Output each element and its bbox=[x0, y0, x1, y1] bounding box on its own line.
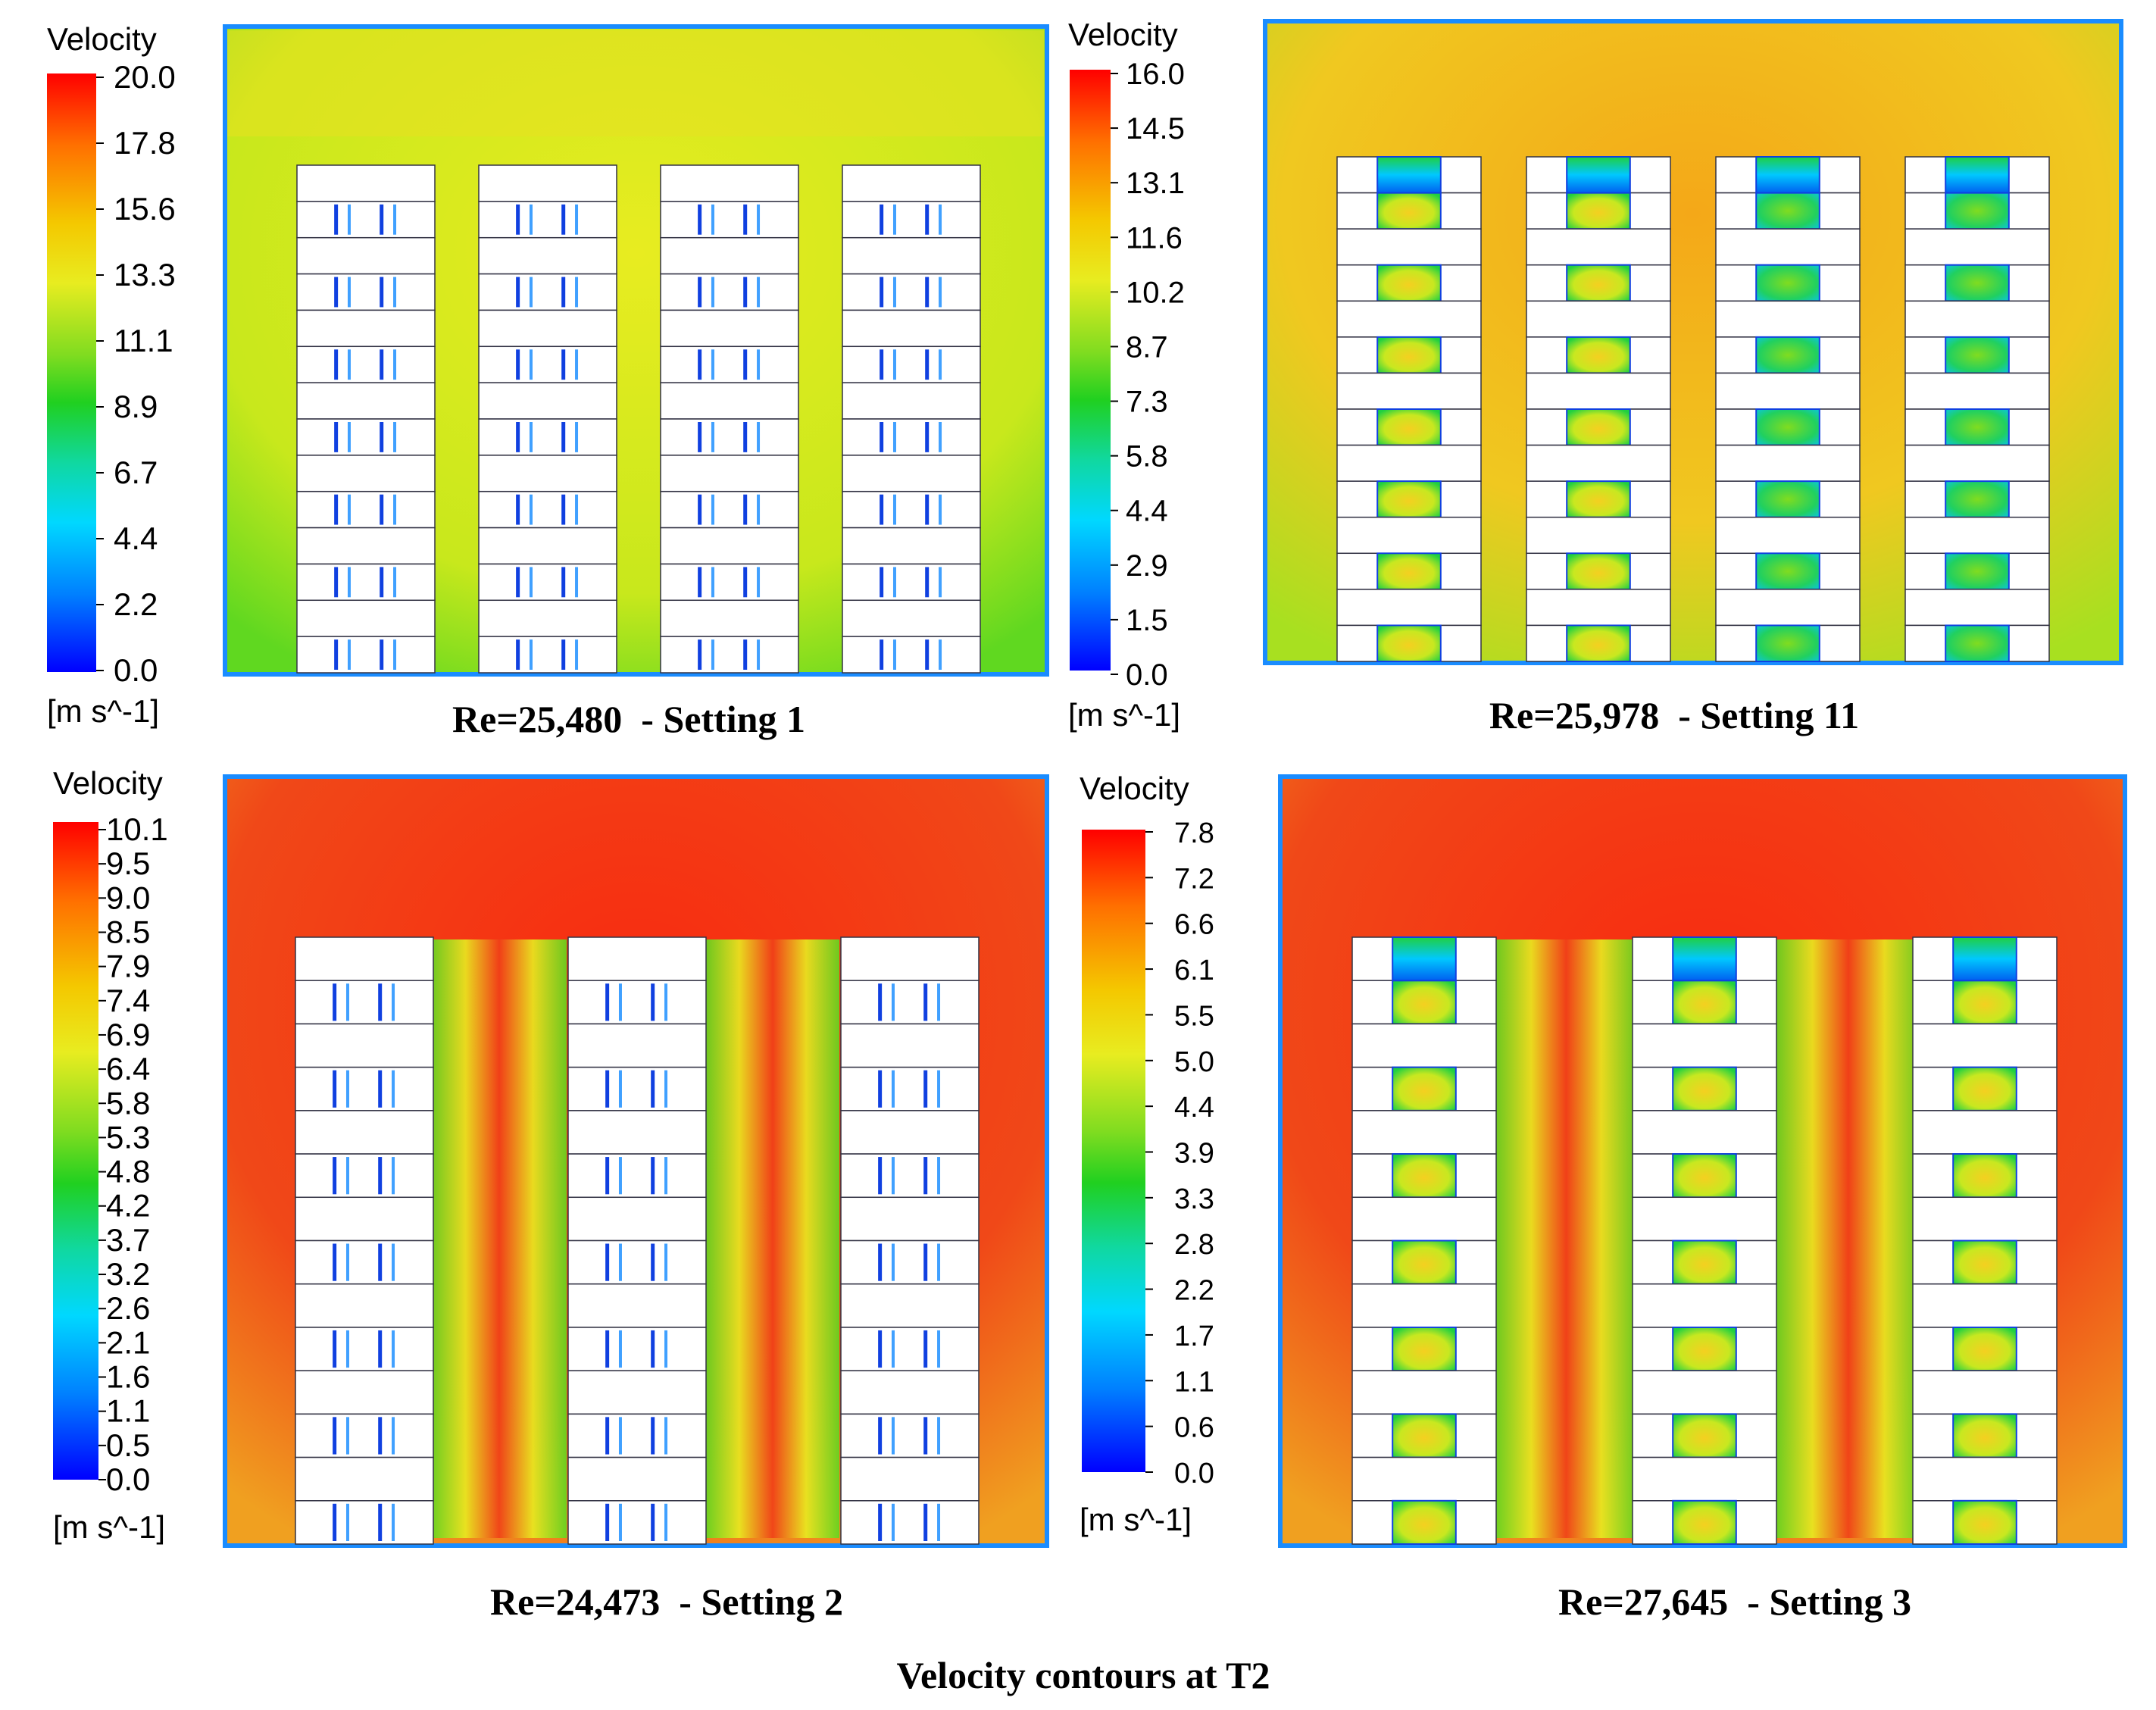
legend-title: Velocity bbox=[1080, 771, 1189, 806]
legend-tick-label: 2.6 bbox=[106, 1290, 150, 1326]
legend-tick-label: 20.0 bbox=[114, 59, 176, 95]
legend-tick-label: 11.1 bbox=[114, 323, 173, 358]
legend-unit: [m s^-1] bbox=[47, 693, 159, 729]
legend-tick-label: 14.5 bbox=[1126, 112, 1185, 145]
legend-unit: [m s^-1] bbox=[53, 1509, 165, 1545]
caption-setting-11: Re=25,978 - Setting 11 bbox=[1489, 694, 1860, 736]
legend-tick-label: 4.4 bbox=[1174, 1092, 1214, 1124]
legend-ticks: 20.0 17.8 15.6 13.3 11.1 8.9 6.7 4.4 2.2 0.0 bbox=[96, 59, 176, 688]
caption-setting-1: Re=25,480 - Setting 1 bbox=[452, 698, 805, 740]
colorbar bbox=[53, 822, 98, 1480]
legend-tick-label: 13.3 bbox=[114, 257, 176, 292]
legend-tick-label: 6.9 bbox=[106, 1017, 150, 1052]
legend-tick-label: 4.8 bbox=[106, 1154, 150, 1189]
legend-tick-label: 9.0 bbox=[106, 880, 150, 915]
legend-tick-label: 16.0 bbox=[1126, 58, 1185, 91]
figure-title: Velocity contours at T2 bbox=[896, 1654, 1270, 1696]
legend-setting-1: Velocity 20.0 17.8 15.6 13.3 11.1 8.9 6.7 4.4 2.… bbox=[47, 21, 176, 729]
legend-tick-label: 7.8 bbox=[1174, 817, 1214, 849]
legend-tick-label: 7.4 bbox=[106, 983, 150, 1018]
legend-tick-label: 15.6 bbox=[114, 191, 176, 227]
legend-tick-label: 2.2 bbox=[114, 586, 158, 622]
legend-tick-label: 1.5 bbox=[1126, 604, 1168, 637]
contour-field-setting-11 bbox=[1263, 19, 2123, 665]
legend-tick-label: 10.2 bbox=[1126, 276, 1185, 309]
legend-tick-label: 6.6 bbox=[1174, 909, 1214, 941]
legend-tick-label: 6.1 bbox=[1174, 955, 1214, 986]
legend-tick-label: 0.0 bbox=[1126, 658, 1168, 692]
panel-setting-3: Velocity 7.8 7.2 6.6 6.1 5.5 5.0 4.4 3.9 3.3 2.8 2… bbox=[1080, 771, 2127, 1548]
legend-tick-label: 5.8 bbox=[1126, 440, 1168, 474]
contour-field-setting-3 bbox=[1278, 774, 2127, 1548]
legend-tick-label: 5.3 bbox=[106, 1119, 150, 1155]
legend-tick-label: 13.1 bbox=[1126, 167, 1185, 200]
legend-tick-label: 1.7 bbox=[1174, 1321, 1214, 1352]
legend-tick-label: 2.2 bbox=[1174, 1275, 1214, 1307]
legend-tick-label: 0.5 bbox=[106, 1427, 150, 1463]
legend-tick-label: 8.9 bbox=[114, 389, 158, 424]
legend-tick-label: 0.0 bbox=[1174, 1458, 1214, 1490]
legend-tick-label: 5.0 bbox=[1174, 1046, 1214, 1078]
legend-tick-label: 7.2 bbox=[1174, 863, 1214, 895]
legend-tick-label: 1.1 bbox=[106, 1393, 150, 1429]
contour-field-setting-2 bbox=[223, 774, 1049, 1548]
panel-setting-2: Velocity 10.19.59.08.57.97.46.96.45.85.3… bbox=[53, 765, 1049, 1548]
legend-tick-label: 0.0 bbox=[106, 1461, 150, 1497]
legend-tick-label: 2.1 bbox=[106, 1324, 150, 1360]
legend-tick-label: 4.2 bbox=[106, 1188, 150, 1224]
legend-unit: [m s^-1] bbox=[1068, 697, 1180, 733]
legend-tick-label: 6.4 bbox=[106, 1051, 150, 1086]
panel-setting-1: Velocity 20.0 17.8 15.6 13.3 11.1 8.9 6.7 4.4 2.… bbox=[47, 21, 1049, 729]
legend-tick-label: 8.5 bbox=[106, 914, 150, 949]
legend-tick-label: 6.7 bbox=[114, 455, 158, 490]
legend-tick-label: 3.3 bbox=[1174, 1183, 1214, 1215]
legend-unit: [m s^-1] bbox=[1080, 1502, 1192, 1537]
legend-setting-2: Velocity 10.19.59.08.57.97.46.96.45.85.3… bbox=[53, 765, 168, 1545]
legend-ticks: 10.19.59.08.57.97.46.96.45.85.34.84.23.7… bbox=[98, 811, 168, 1497]
colorbar bbox=[47, 73, 96, 672]
legend-setting-11: Velocity 16.0 14.5 13.1 11.6 10.2 8.7 7.3 5.8 4.… bbox=[1068, 17, 1185, 733]
legend-tick-label: 3.9 bbox=[1174, 1138, 1214, 1170]
caption-setting-2: Re=24,473 - Setting 2 bbox=[490, 1580, 843, 1623]
legend-tick-label: 4.4 bbox=[114, 521, 158, 556]
legend-tick-label: 4.4 bbox=[1126, 495, 1168, 528]
legend-tick-label: 1.1 bbox=[1174, 1366, 1214, 1398]
legend-title: Velocity bbox=[47, 21, 157, 57]
legend-title: Velocity bbox=[53, 765, 163, 801]
legend-tick-label: 5.8 bbox=[106, 1085, 150, 1121]
panel-setting-11: Velocity 16.0 14.5 13.1 11.6 10.2 8.7 7.3 5.8 4.… bbox=[1068, 17, 2123, 733]
legend-tick-label: 11.6 bbox=[1126, 221, 1183, 255]
colorbar bbox=[1070, 70, 1111, 671]
legend-tick-label: 5.5 bbox=[1174, 1000, 1214, 1032]
legend-tick-label: 7.3 bbox=[1126, 386, 1168, 419]
legend-ticks: 7.8 7.2 6.6 6.1 5.5 5.0 4.4 3.9 3.3 2.8 2.2 1.7 1.1 0… bbox=[1145, 817, 1214, 1490]
legend-ticks: 16.0 14.5 13.1 11.6 10.2 8.7 7.3 5.8 4.4 2.9 1.5 0.… bbox=[1111, 58, 1185, 692]
legend-tick-label: 0.6 bbox=[1174, 1412, 1214, 1444]
contour-field-setting-1 bbox=[223, 24, 1049, 677]
colorbar bbox=[1082, 830, 1145, 1472]
legend-tick-label: 17.8 bbox=[114, 125, 176, 161]
legend-tick-label: 3.7 bbox=[106, 1222, 150, 1258]
legend-tick-label: 9.5 bbox=[106, 846, 150, 881]
legend-title: Velocity bbox=[1068, 17, 1178, 52]
legend-tick-label: 1.6 bbox=[106, 1359, 150, 1395]
legend-tick-label: 3.2 bbox=[106, 1256, 150, 1292]
legend-tick-label: 10.1 bbox=[106, 811, 168, 847]
legend-setting-3: Velocity 7.8 7.2 6.6 6.1 5.5 5.0 4.4 3.9 3.3 2.8 2… bbox=[1080, 771, 1214, 1537]
caption-setting-3: Re=27,645 - Setting 3 bbox=[1558, 1580, 1911, 1623]
legend-tick-label: 8.7 bbox=[1126, 330, 1168, 364]
legend-tick-label: 2.9 bbox=[1126, 549, 1168, 583]
legend-tick-label: 0.0 bbox=[114, 652, 158, 688]
legend-tick-label: 7.9 bbox=[106, 949, 150, 984]
legend-tick-label: 2.8 bbox=[1174, 1229, 1214, 1261]
